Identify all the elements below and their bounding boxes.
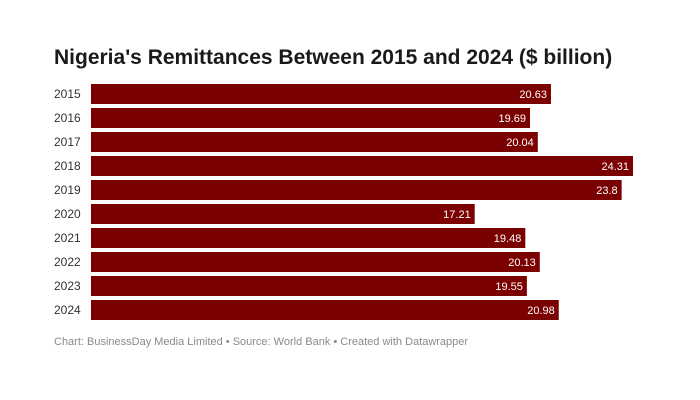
bar bbox=[91, 300, 559, 320]
category-label: 2023 bbox=[54, 279, 81, 293]
bar bbox=[91, 132, 538, 152]
chart-footer: Chart: BusinessDay Media Limited • Sourc… bbox=[54, 336, 469, 348]
category-label: 2021 bbox=[54, 231, 81, 245]
bar bbox=[91, 180, 622, 200]
value-label: 19.55 bbox=[495, 281, 523, 293]
value-label: 19.69 bbox=[498, 113, 526, 125]
value-label: 20.63 bbox=[519, 89, 547, 101]
category-label: 2017 bbox=[54, 135, 81, 149]
value-label: 20.13 bbox=[508, 257, 536, 269]
value-label: 20.04 bbox=[506, 137, 534, 149]
bar bbox=[91, 108, 530, 128]
category-label: 2015 bbox=[54, 87, 81, 101]
category-label: 2018 bbox=[54, 159, 81, 173]
category-label: 2022 bbox=[54, 255, 81, 269]
value-label: 17.21 bbox=[443, 209, 471, 221]
chart-title: Nigeria's Remittances Between 2015 and 2… bbox=[54, 46, 613, 69]
category-label: 2019 bbox=[54, 183, 81, 197]
bar bbox=[91, 252, 540, 272]
bars bbox=[91, 84, 633, 320]
bar bbox=[91, 204, 475, 224]
value-label: 24.31 bbox=[601, 161, 629, 173]
category-labels: 2015 2016 2017 2018 2019 2020 2021 2022 2023 2024 bbox=[54, 87, 81, 317]
bar bbox=[91, 228, 526, 248]
category-label: 2024 bbox=[54, 303, 81, 317]
bar bbox=[91, 156, 633, 176]
value-label: 23.8 bbox=[596, 185, 617, 197]
category-label: 2020 bbox=[54, 207, 81, 221]
bar bbox=[91, 276, 527, 296]
value-labels: 20.63 19.69 20.04 24.31 23.8 17.21 19.48 20.13 1… bbox=[443, 89, 629, 317]
value-label: 20.98 bbox=[527, 305, 555, 317]
value-label: 19.48 bbox=[494, 233, 522, 245]
category-label: 2016 bbox=[54, 111, 81, 125]
bar bbox=[91, 84, 551, 104]
